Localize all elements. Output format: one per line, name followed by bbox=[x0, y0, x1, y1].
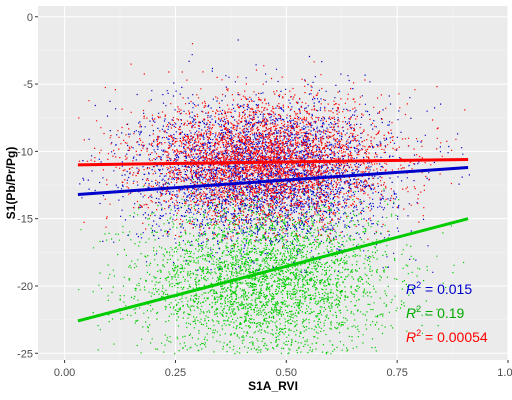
x-axis: 0.00 0.25 0.50 0.75 1.00 bbox=[54, 360, 512, 379]
scatter-points bbox=[78, 178, 465, 355]
scatter-points bbox=[79, 39, 470, 274]
r-squared-label: R2 = 0.00054 bbox=[406, 328, 488, 345]
fit-line-2 bbox=[77, 166, 469, 196]
r-squared-legend: R2 = 0.015 R2 = 0.19 R2 = 0.00054 bbox=[406, 280, 488, 345]
grid-lines bbox=[38, 6, 509, 360]
y-axis: 0 -5 -10 -15 -20 -25 bbox=[17, 12, 38, 360]
y-tick-label: -10 bbox=[17, 146, 33, 158]
x-tick-label: 0.50 bbox=[276, 367, 297, 379]
x-tick-label: 0.25 bbox=[165, 367, 186, 379]
fit-line-1 bbox=[77, 217, 469, 323]
r-squared-label: R2 = 0.19 bbox=[406, 304, 465, 321]
x-tick-label: 1.00 bbox=[497, 367, 512, 379]
fit-line-3 bbox=[77, 157, 469, 167]
y-tick-label: -5 bbox=[23, 79, 33, 91]
x-axis-title: S1A_RVI bbox=[248, 379, 298, 393]
point-clouds bbox=[78, 39, 470, 355]
regression-lines bbox=[77, 157, 469, 323]
x-tick-label: 0.00 bbox=[54, 367, 75, 379]
point-series-2 bbox=[79, 39, 470, 274]
y-tick-label: -20 bbox=[17, 281, 33, 293]
point-series-3 bbox=[78, 43, 466, 247]
plot-panel bbox=[38, 6, 508, 360]
y-axis-title: S1(Pb/Pr/Pg) bbox=[4, 147, 18, 220]
r-squared-label: R2 = 0.015 bbox=[406, 280, 472, 297]
point-series-1 bbox=[78, 178, 465, 355]
y-tick-label: -25 bbox=[17, 348, 33, 360]
x-tick-label: 0.75 bbox=[386, 367, 407, 379]
y-tick-label: 0 bbox=[27, 12, 33, 24]
y-tick-label: -15 bbox=[17, 214, 33, 226]
scatter-points bbox=[78, 43, 466, 247]
